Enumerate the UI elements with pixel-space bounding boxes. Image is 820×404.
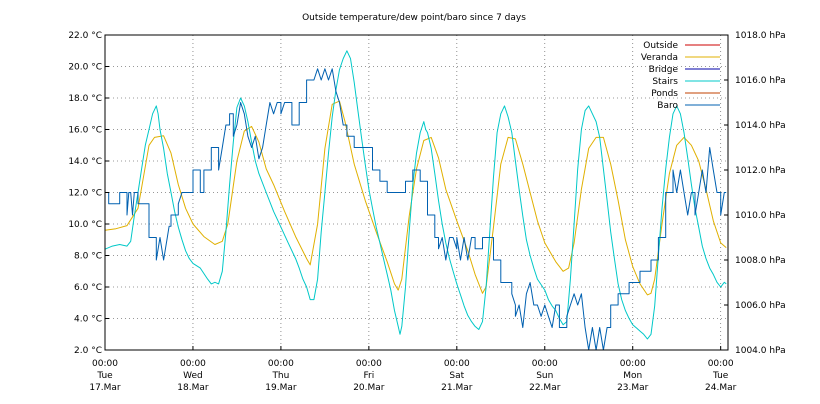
x-tick-label: 00:00 — [180, 359, 206, 369]
series-line-stairs — [104, 50, 727, 340]
x-tick-label: Sun — [536, 371, 553, 381]
y-left-tick-label: 10.0 °C — [68, 220, 102, 230]
x-tick-label: Fri — [363, 371, 374, 381]
x-tick-label: 00:00 — [268, 359, 294, 369]
y-left-tick-label: 20.0 °C — [68, 63, 102, 73]
x-tick-label: 17.Mar — [89, 383, 121, 393]
x-tick-label: 19.Mar — [265, 383, 297, 393]
x-tick-label: 00:00 — [532, 359, 558, 369]
series-line-veranda — [104, 100, 727, 296]
x-tick-label: Thu — [271, 371, 289, 381]
y-left-tick-label: 18.0 °C — [68, 94, 102, 104]
x-tick-label: 20.Mar — [353, 383, 385, 393]
series-line-baro — [105, 68, 727, 351]
x-tick-label: 22.Mar — [529, 383, 561, 393]
x-tick-label: 00:00 — [620, 359, 646, 369]
x-tick-label: Sat — [449, 371, 464, 381]
y-left-tick-label: 12.0 °C — [68, 189, 102, 199]
legend-label: Baro — [657, 101, 678, 111]
plot-frame — [104, 34, 729, 351]
x-tick-label: 18.Mar — [177, 383, 209, 393]
x-tick-label: 21.Mar — [441, 383, 473, 393]
y-right-tick-label: 1012.0 hPa — [735, 166, 786, 176]
x-tick-label: Wed — [183, 371, 203, 381]
legend-label: Veranda — [641, 53, 678, 63]
y-left-tick-label: 6.0 °C — [74, 283, 102, 293]
x-tick-label: Tue — [712, 371, 729, 381]
x-tick-label: 00:00 — [356, 359, 382, 369]
y-left-tick-label: 8.0 °C — [74, 252, 102, 262]
x-tick-label: 00:00 — [708, 359, 734, 369]
y-left-tick-label: 16.0 °C — [68, 126, 102, 136]
legend-label: Bridge — [649, 65, 679, 75]
x-tick-label: 24.Mar — [705, 383, 737, 393]
x-tick-label: Mon — [623, 371, 642, 381]
legend-label: Outside — [643, 41, 678, 51]
y-left-tick-label: 2.0 °C — [74, 346, 102, 356]
legend-label: Stairs — [652, 77, 678, 87]
y-right-tick-label: 1008.0 hPa — [735, 256, 786, 266]
y-left-tick-label: 14.0 °C — [68, 157, 102, 167]
chart-title: Outside temperature/dew point/baro since… — [302, 13, 526, 23]
y-right-tick-label: 1014.0 hPa — [735, 121, 786, 131]
legend-label: Ponds — [651, 89, 678, 99]
y-right-tick-label: 1010.0 hPa — [735, 211, 786, 221]
y-left-tick-label: 4.0 °C — [74, 315, 102, 325]
y-right-tick-label: 1018.0 hPa — [735, 31, 786, 41]
y-left-tick-label: 22.0 °C — [68, 31, 102, 41]
y-right-tick-label: 1016.0 hPa — [735, 76, 786, 86]
x-tick-label: Tue — [96, 371, 113, 381]
x-tick-label: 23.Mar — [617, 383, 649, 393]
x-tick-label: 00:00 — [444, 359, 470, 369]
x-tick-label: 00:00 — [92, 359, 118, 369]
y-right-tick-label: 1004.0 hPa — [735, 346, 786, 356]
y-right-tick-label: 1006.0 hPa — [735, 301, 786, 311]
